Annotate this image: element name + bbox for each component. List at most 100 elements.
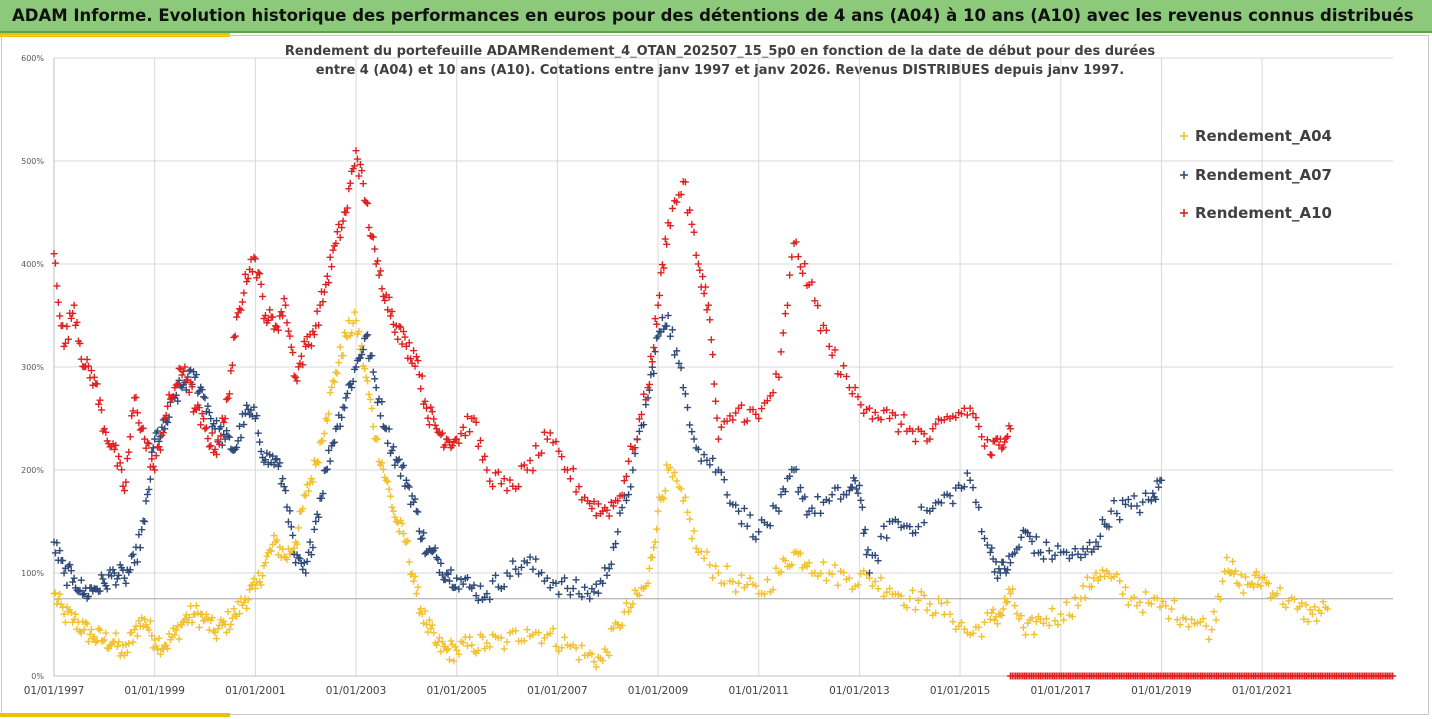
point-rendement-a04 bbox=[148, 632, 156, 640]
point-rendement-a07 bbox=[1002, 569, 1010, 577]
point-rendement-a04 bbox=[1176, 621, 1184, 629]
point-rendement-a04 bbox=[831, 561, 839, 569]
point-rendement-a04 bbox=[686, 515, 694, 523]
point-rendement-a10 bbox=[590, 497, 598, 505]
point-rendement-a04 bbox=[677, 485, 685, 493]
point-rendement-a07 bbox=[410, 498, 418, 506]
point-rendement-a07 bbox=[963, 469, 971, 477]
point-rendement-a04 bbox=[248, 581, 256, 589]
point-rendement-a04 bbox=[1162, 602, 1170, 610]
point-rendement-a07 bbox=[688, 428, 696, 436]
point-rendement-a10 bbox=[128, 412, 136, 420]
point-rendement-a10 bbox=[155, 443, 163, 451]
point-rendement-a04 bbox=[171, 631, 179, 639]
point-rendement-a10 bbox=[588, 505, 596, 513]
point-rendement-a04 bbox=[1022, 631, 1030, 639]
point-rendement-a10 bbox=[214, 436, 222, 444]
point-rendement-a04 bbox=[828, 570, 836, 578]
point-rendement-a10 bbox=[102, 428, 110, 436]
point-rendement-a07 bbox=[394, 457, 402, 465]
point-rendement-a10 bbox=[345, 185, 353, 193]
point-rendement-a07 bbox=[584, 590, 592, 598]
point-rendement-a07 bbox=[240, 421, 248, 429]
point-rendement-a07 bbox=[1065, 554, 1073, 562]
point-rendement-a04 bbox=[535, 629, 543, 637]
point-rendement-a10 bbox=[653, 320, 661, 328]
point-rendement-a04 bbox=[164, 645, 172, 653]
point-rendement-a10 bbox=[723, 417, 731, 425]
point-rendement-a10 bbox=[200, 415, 208, 423]
point-rendement-a10 bbox=[497, 480, 505, 488]
point-rendement-a04 bbox=[1257, 582, 1265, 590]
point-rendement-a10 bbox=[398, 340, 406, 348]
point-rendement-a07 bbox=[675, 359, 683, 367]
point-rendement-a07 bbox=[663, 322, 671, 330]
point-rendement-a07 bbox=[53, 539, 61, 547]
point-rendement-a04 bbox=[387, 492, 395, 500]
x-tick-label: 01/01/2001 bbox=[225, 685, 286, 697]
point-rendement-a10 bbox=[343, 204, 351, 212]
point-rendement-a07 bbox=[126, 566, 134, 574]
point-rendement-a10 bbox=[257, 280, 265, 288]
point-rendement-a07 bbox=[309, 543, 317, 551]
point-rendement-a07 bbox=[690, 435, 698, 443]
point-rendement-a04 bbox=[880, 592, 888, 600]
point-rendement-a10 bbox=[837, 371, 845, 379]
point-rendement-a07 bbox=[459, 580, 467, 588]
point-rendement-a04 bbox=[195, 623, 203, 631]
point-rendement-a07 bbox=[546, 584, 554, 592]
point-rendement-a10 bbox=[280, 295, 288, 303]
point-rendement-a04 bbox=[379, 465, 387, 473]
point-rendement-a07 bbox=[217, 423, 225, 431]
point-rendement-a07 bbox=[1116, 516, 1124, 524]
point-rendement-a07 bbox=[1113, 510, 1121, 518]
point-rendement-a04 bbox=[772, 564, 780, 572]
point-rendement-a10 bbox=[369, 233, 377, 241]
point-rendement-a07 bbox=[1098, 516, 1106, 524]
point-rendement-a04 bbox=[80, 626, 88, 634]
point-rendement-a07 bbox=[679, 384, 687, 392]
point-rendement-a04 bbox=[1290, 595, 1298, 603]
point-rendement-a07 bbox=[492, 571, 500, 579]
point-rendement-a07 bbox=[614, 528, 622, 536]
point-rendement-a04 bbox=[692, 544, 700, 552]
point-rendement-a04 bbox=[1208, 626, 1216, 634]
point-rendement-a04 bbox=[131, 626, 139, 634]
point-rendement-a10 bbox=[412, 353, 420, 361]
point-rendement-a07 bbox=[532, 555, 540, 563]
point-rendement-a04 bbox=[90, 633, 98, 641]
point-rendement-a04 bbox=[549, 625, 557, 633]
point-rendement-a04 bbox=[781, 557, 789, 565]
point-rendement-a07 bbox=[204, 402, 212, 410]
point-rendement-a04 bbox=[1030, 630, 1038, 638]
point-rendement-a10 bbox=[195, 404, 203, 412]
point-rendement-a07 bbox=[250, 403, 258, 411]
point-rendement-a07 bbox=[1149, 489, 1157, 497]
point-rendement-a04 bbox=[777, 568, 785, 576]
point-rendement-a10 bbox=[319, 298, 327, 306]
point-rendement-a04 bbox=[1079, 582, 1087, 590]
point-rendement-a04 bbox=[558, 644, 566, 652]
point-rendement-a04 bbox=[497, 634, 505, 642]
point-rendement-a10 bbox=[352, 147, 360, 155]
point-rendement-a07 bbox=[1026, 532, 1034, 540]
point-rendement-a04 bbox=[1202, 622, 1210, 630]
point-rendement-a04 bbox=[960, 625, 968, 633]
point-rendement-a04 bbox=[975, 623, 983, 631]
point-rendement-a10 bbox=[112, 441, 120, 449]
point-rendement-a07 bbox=[735, 507, 743, 515]
point-rendement-a04 bbox=[427, 624, 435, 632]
y-tick-label: 600% bbox=[21, 54, 44, 63]
point-rendement-a10 bbox=[333, 228, 341, 236]
point-rendement-a10 bbox=[622, 472, 630, 480]
point-rendement-a07 bbox=[709, 454, 717, 462]
point-rendement-a07 bbox=[489, 577, 497, 585]
point-rendement-a10 bbox=[777, 348, 785, 356]
point-rendement-a04 bbox=[1300, 615, 1308, 623]
point-rendement-a07 bbox=[949, 499, 957, 507]
point-rendement-a04 bbox=[70, 615, 78, 623]
point-rendement-a10 bbox=[237, 306, 245, 314]
point-rendement-a07 bbox=[605, 565, 613, 573]
point-rendement-a10 bbox=[256, 270, 264, 278]
point-rendement-a07 bbox=[629, 466, 637, 474]
